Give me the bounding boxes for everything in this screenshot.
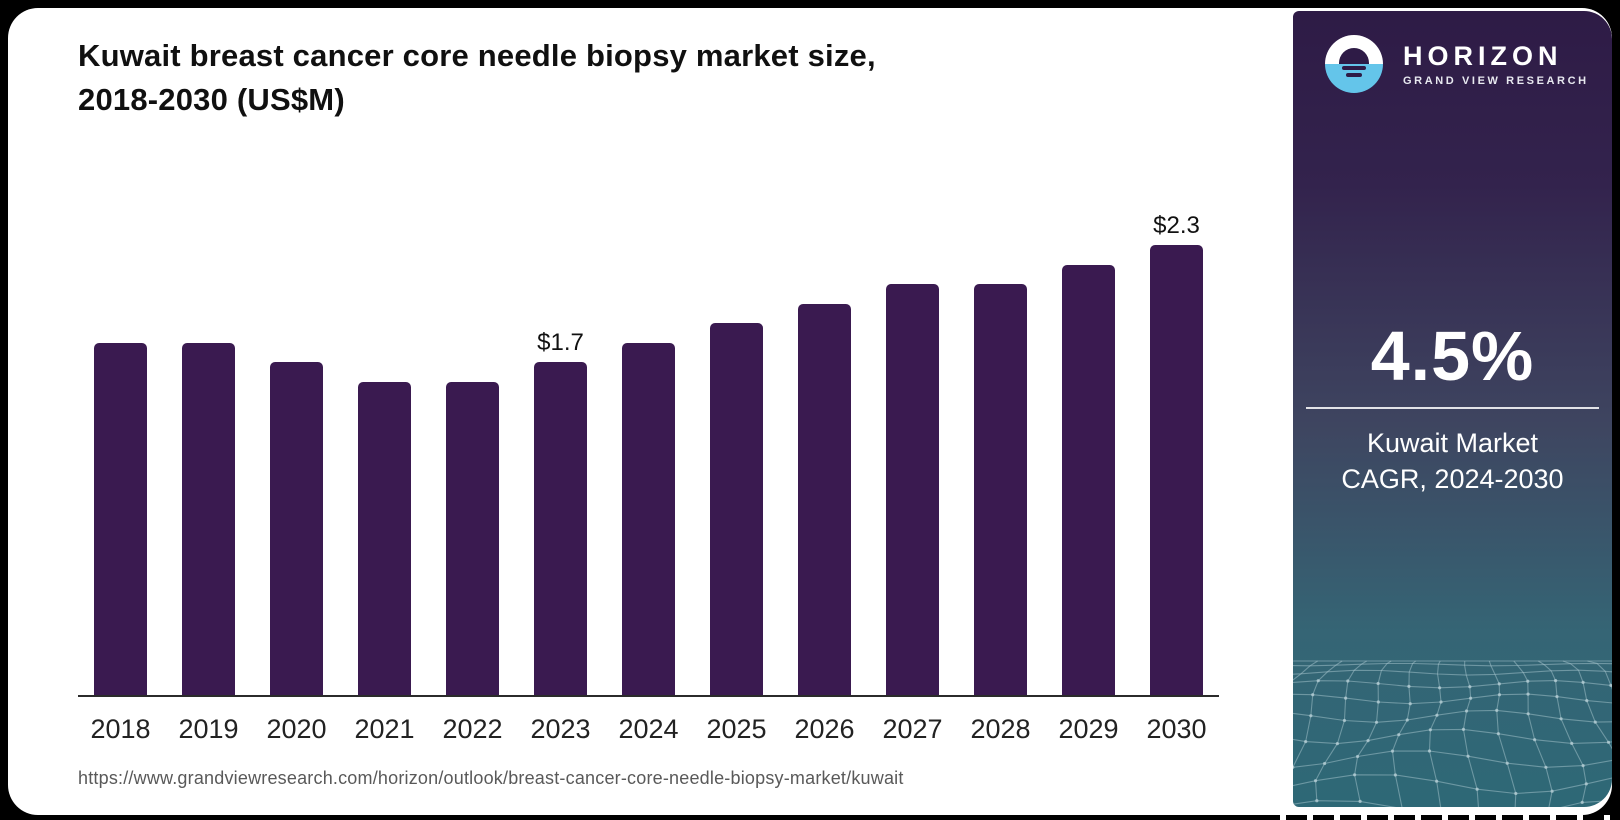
stat-divider [1306,407,1599,409]
x-axis-label-2029: 2029 [1058,714,1119,744]
chart-title-line2: 2018-2030 (US$M) [78,82,345,117]
chart-title: Kuwait breast cancer core needle biopsy … [78,34,1078,122]
bar-2026 [798,304,851,695]
x-axis-label-2030: 2030 [1146,714,1207,744]
horizon-sun-icon [1325,35,1383,93]
cagr-value: 4.5% [1370,317,1535,395]
brand-name: HORIZON [1403,40,1563,71]
chart-title-line1: Kuwait breast cancer core needle biopsy … [78,38,876,73]
bar-2020 [270,362,323,695]
x-axis-label-2019: 2019 [178,714,239,744]
bar-2022 [446,382,499,695]
brand-logo: HORIZON GRAND VIEW RESEARCH [1325,35,1589,93]
x-axis-label-2023: 2023 [530,714,591,744]
infographic-card: Kuwait breast cancer core needle biopsy … [8,8,1612,815]
source-url: https://www.grandviewresearch.com/horizo… [78,768,904,788]
bar-2029 [1062,265,1115,695]
x-axis-label-2021: 2021 [354,714,415,744]
x-axis-label-2022: 2022 [442,714,503,744]
bar-2023 [534,362,587,695]
bar-2019 [182,343,235,695]
bar-chart: 2018 2019 2020 2021 2022 2023 $1.7 2024 2025 2026… [8,8,1298,815]
x-axis-line [78,695,1219,697]
bar-2024 [622,343,675,695]
x-axis-label-2025: 2025 [706,714,767,744]
x-axis-label-2028: 2028 [970,714,1031,744]
x-axis-label-2027: 2027 [882,714,943,744]
bar-value-label-2023: $1.7 [537,329,584,356]
cagr-label: Kuwait Market CAGR, 2024-2030 [1341,428,1564,494]
x-axis-label-2018: 2018 [90,714,151,744]
x-axis-label-2020: 2020 [266,714,327,744]
x-axis-label-2024: 2024 [618,714,679,744]
bar-2025 [710,323,763,695]
x-axis-label-2026: 2026 [794,714,855,744]
bar-2028 [974,284,1027,695]
bar-2030 [1150,245,1203,695]
cagr-stat: 4.5% Kuwait Market CAGR, 2024-2030 [1293,319,1612,497]
brand-subname: GRAND VIEW RESEARCH [1403,74,1589,87]
bottom-dashed-border [1280,815,1612,820]
brand-sidebar: HORIZON GRAND VIEW RESEARCH 4.5% Kuwait … [1293,11,1612,807]
bar-2021 [358,382,411,695]
mesh-pattern [1293,635,1612,807]
bar-value-label-2030: $2.3 [1153,212,1200,239]
bar-2027 [886,284,939,695]
bar-2018 [94,343,147,695]
